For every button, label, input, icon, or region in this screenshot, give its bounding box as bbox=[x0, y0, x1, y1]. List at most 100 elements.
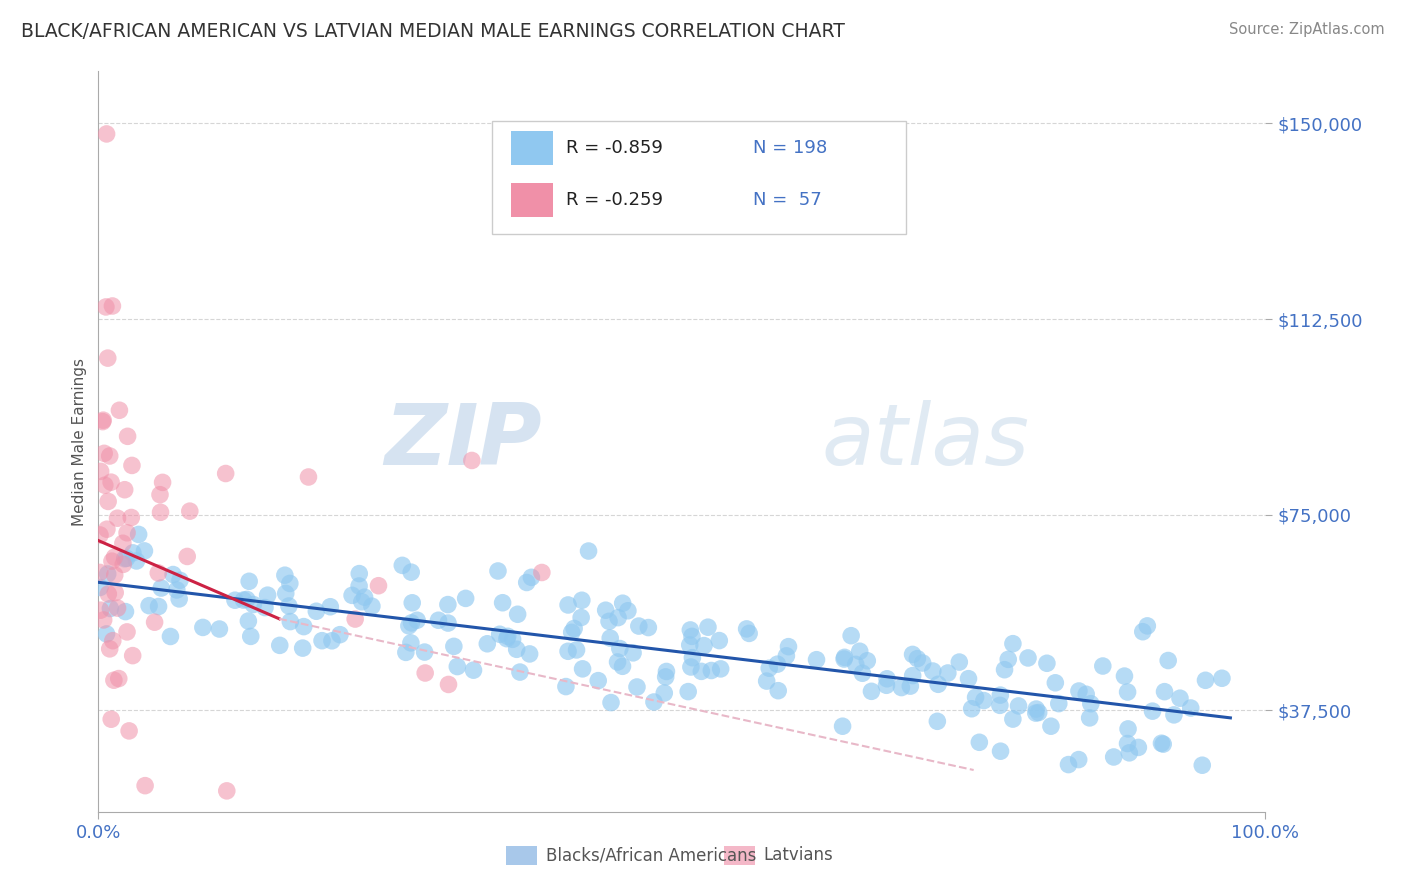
Point bbox=[94, 478, 117, 492]
Point bbox=[679, 660, 702, 674]
Point bbox=[347, 579, 370, 593]
Point bbox=[530, 566, 553, 580]
Point bbox=[350, 595, 373, 609]
Point bbox=[236, 592, 259, 607]
Point bbox=[856, 654, 879, 668]
Point bbox=[1025, 702, 1047, 716]
Point bbox=[1157, 653, 1180, 667]
Point bbox=[399, 636, 422, 650]
Point bbox=[89, 566, 111, 580]
Point bbox=[561, 625, 583, 640]
Point bbox=[586, 673, 609, 688]
Point bbox=[128, 527, 150, 541]
Point bbox=[104, 568, 127, 582]
Point bbox=[97, 494, 120, 508]
Point bbox=[208, 622, 231, 636]
Point bbox=[758, 661, 780, 675]
Point bbox=[565, 643, 588, 657]
Point bbox=[679, 638, 702, 652]
Point bbox=[654, 670, 676, 684]
Point bbox=[832, 652, 855, 666]
Point bbox=[519, 647, 541, 661]
Point bbox=[1078, 711, 1101, 725]
Point bbox=[1001, 637, 1024, 651]
Point bbox=[112, 558, 135, 572]
Point bbox=[1168, 691, 1191, 706]
Point bbox=[637, 621, 659, 635]
Point bbox=[1067, 753, 1090, 767]
Point bbox=[806, 653, 828, 667]
Point bbox=[988, 688, 1011, 702]
Point bbox=[516, 575, 538, 590]
Point bbox=[107, 511, 129, 525]
Point bbox=[454, 591, 477, 606]
Point bbox=[960, 702, 983, 716]
Point bbox=[344, 612, 367, 626]
Point bbox=[395, 645, 418, 659]
Point bbox=[1036, 657, 1059, 671]
Point bbox=[957, 672, 980, 686]
Point bbox=[134, 544, 156, 558]
Point bbox=[90, 603, 112, 617]
Point bbox=[927, 677, 949, 691]
Point bbox=[486, 564, 509, 578]
Point bbox=[502, 632, 524, 647]
Point bbox=[292, 619, 315, 633]
Point bbox=[612, 659, 634, 673]
Point bbox=[1211, 671, 1233, 685]
Point bbox=[969, 735, 991, 749]
Point bbox=[391, 558, 413, 573]
Point bbox=[278, 615, 301, 629]
Point bbox=[162, 567, 184, 582]
Point bbox=[413, 665, 436, 680]
Point bbox=[617, 604, 640, 618]
Point bbox=[831, 719, 853, 733]
Point bbox=[578, 544, 600, 558]
Point bbox=[100, 601, 122, 615]
Point bbox=[834, 650, 856, 665]
Point bbox=[353, 591, 375, 605]
Point bbox=[103, 673, 125, 688]
Point bbox=[495, 632, 517, 646]
Point bbox=[437, 598, 460, 612]
Point bbox=[496, 629, 519, 643]
Point bbox=[103, 550, 125, 565]
Point bbox=[1028, 706, 1050, 720]
Point bbox=[97, 566, 120, 581]
Point bbox=[278, 576, 301, 591]
Point bbox=[735, 622, 758, 636]
Point bbox=[973, 693, 995, 707]
Point bbox=[681, 629, 703, 643]
Point bbox=[600, 696, 623, 710]
Point bbox=[118, 723, 141, 738]
Point bbox=[905, 651, 928, 665]
Point bbox=[936, 665, 959, 680]
Text: Blacks/African Americans: Blacks/African Americans bbox=[546, 847, 756, 864]
Point bbox=[612, 596, 634, 610]
Point bbox=[114, 551, 136, 566]
Point bbox=[437, 677, 460, 691]
Point bbox=[607, 610, 630, 624]
Point bbox=[96, 127, 118, 141]
Point bbox=[643, 695, 665, 709]
Point bbox=[176, 549, 198, 564]
Point bbox=[700, 664, 723, 678]
Point bbox=[509, 665, 531, 679]
Point bbox=[1091, 659, 1114, 673]
Point bbox=[90, 464, 112, 478]
Point bbox=[681, 650, 703, 665]
Point bbox=[506, 607, 529, 622]
Point bbox=[890, 681, 912, 695]
Text: R = -0.259: R = -0.259 bbox=[565, 191, 662, 209]
Point bbox=[101, 554, 124, 568]
Point bbox=[101, 633, 124, 648]
Point bbox=[876, 672, 898, 686]
Point bbox=[149, 488, 172, 502]
Point bbox=[149, 505, 172, 519]
Point bbox=[238, 574, 260, 589]
Point bbox=[138, 599, 160, 613]
Point bbox=[1150, 736, 1173, 750]
Point bbox=[361, 599, 384, 614]
Point bbox=[1047, 697, 1070, 711]
Point bbox=[349, 566, 371, 581]
